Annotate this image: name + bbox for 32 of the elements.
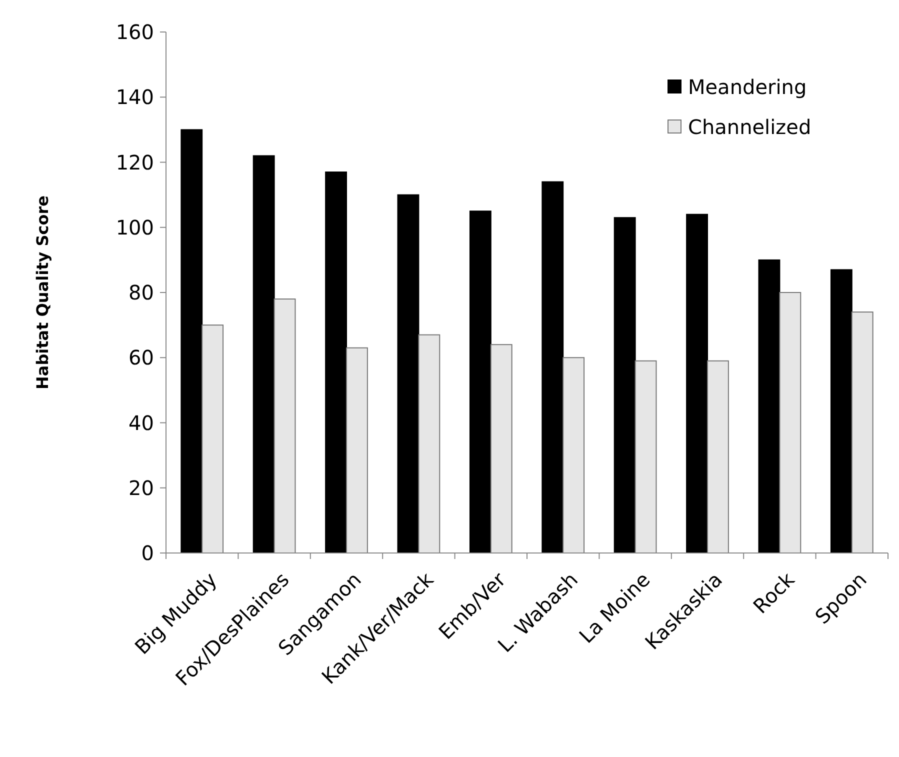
- bar: [634, 360, 657, 554]
- y-tick-label: 140: [116, 85, 154, 110]
- y-tick-label: 60: [128, 346, 154, 370]
- legend-label: Channelized: [688, 115, 812, 139]
- y-tick-label: 20: [128, 476, 154, 500]
- bar: [779, 292, 802, 554]
- bar: [397, 194, 420, 554]
- y-tick-label: 0: [141, 541, 154, 565]
- y-tick-label: 80: [128, 280, 154, 304]
- bar: [252, 155, 275, 554]
- bar: [707, 360, 729, 554]
- y-tick-label: 40: [128, 410, 154, 435]
- y-tick-label: 120: [116, 150, 154, 174]
- bar: [830, 269, 852, 554]
- bar: [851, 312, 874, 554]
- bar: [418, 334, 440, 554]
- bar: [469, 210, 492, 554]
- bar: [562, 357, 585, 554]
- y-tick-label: 100: [116, 215, 154, 240]
- y-axis-title: Habitat Quality Score: [33, 195, 52, 390]
- bar: [274, 298, 296, 554]
- bar: [490, 344, 512, 554]
- bar: [325, 172, 347, 554]
- bar: [202, 324, 224, 554]
- bar: [542, 181, 564, 554]
- bar: [758, 259, 780, 554]
- y-tick-label: 160: [116, 20, 154, 44]
- bar: [686, 214, 708, 554]
- bar: [614, 217, 636, 554]
- legend-label: Meandering: [688, 75, 807, 99]
- bar: [180, 129, 203, 554]
- bar: [346, 347, 368, 554]
